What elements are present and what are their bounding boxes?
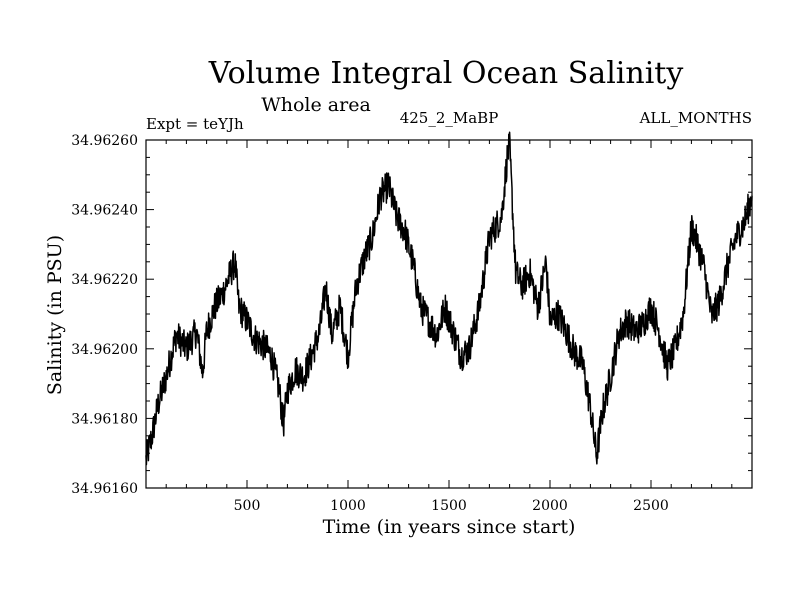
x-tick-label: 2000 <box>532 498 568 514</box>
y-axis-ticks: 34.96160 34.96180 34.96200 34.96220 34.96240… <box>71 133 752 497</box>
x-tick-label: 1500 <box>431 498 467 514</box>
y-axis-label: Salinity (in PSU) <box>44 235 66 395</box>
plot-frame <box>145 139 753 489</box>
y-tick-label: 34.96220 <box>71 272 138 288</box>
x-tick-label: 500 <box>234 498 261 514</box>
y-tick-label: 34.96180 <box>71 411 138 427</box>
annotation-left: Expt = teYJh <box>146 115 244 133</box>
y-tick-label: 34.96200 <box>71 342 138 358</box>
chart-subtitle: Whole area <box>261 94 371 116</box>
annotation-center: 425_2_MaBP <box>400 109 499 127</box>
series-line-salinity <box>145 131 753 466</box>
y-tick-label: 34.96160 <box>71 481 138 497</box>
y-tick-label: 34.96260 <box>71 133 138 149</box>
y-tick-label: 34.96240 <box>71 203 138 219</box>
x-axis-ticks: 500 1000 1500 2000 2500 <box>165 140 733 514</box>
annotation-right: ALL_MONTHS <box>639 109 752 127</box>
chart-title: Volume Integral Ocean Salinity <box>208 56 684 91</box>
x-tick-label: 2500 <box>633 498 669 514</box>
plot-series <box>145 131 753 466</box>
x-tick-label: 1000 <box>330 498 366 514</box>
x-axis-label: Time (in years since start) <box>323 516 576 538</box>
